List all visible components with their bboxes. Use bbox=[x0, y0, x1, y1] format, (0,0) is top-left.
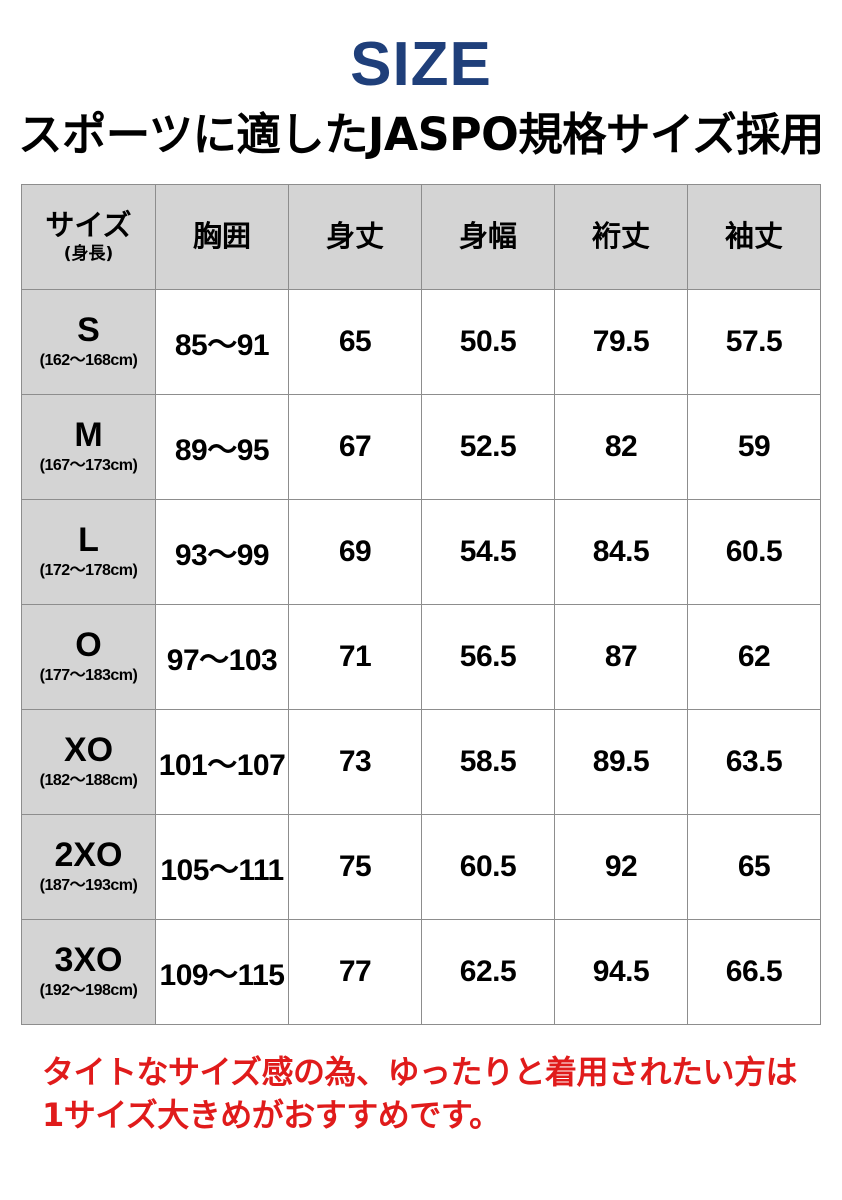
column-header-sleeve-label: 袖丈 bbox=[724, 218, 783, 253]
size-height-range: (187〜193cm) bbox=[39, 876, 138, 894]
cell-body-length: 65 bbox=[288, 288, 422, 395]
size-name: XO bbox=[63, 731, 114, 770]
column-header-body-width-label: 身幅 bbox=[458, 218, 517, 253]
table-row: L (172〜178cm) 93〜99 69 54.5 84.5 60.5 bbox=[21, 498, 821, 605]
page-title: SIZE bbox=[350, 30, 492, 99]
column-header-body-length: 身丈 bbox=[288, 183, 422, 290]
cell-bust: 97〜103 bbox=[155, 603, 289, 710]
size-name: L bbox=[78, 521, 99, 560]
size-name: 3XO bbox=[54, 941, 123, 980]
cell-sleeve: 59 bbox=[687, 393, 821, 500]
table-row: 2XO (187〜193cm) 105〜111 75 60.5 92 65 bbox=[21, 813, 821, 920]
title-block: SIZE スポーツに適したJASPO規格サイズ採用 bbox=[0, 0, 842, 160]
cell-body-length: 75 bbox=[288, 813, 422, 920]
cell-yuki: 87 bbox=[554, 603, 688, 710]
cell-sleeve: 60.5 bbox=[687, 498, 821, 605]
size-label-cell: L (172〜178cm) bbox=[21, 498, 156, 605]
cell-bust: 101〜107 bbox=[155, 708, 289, 815]
column-header-size: サイズ (身長) bbox=[21, 183, 156, 290]
size-name: M bbox=[74, 416, 103, 455]
cell-body-length: 71 bbox=[288, 603, 422, 710]
table-head: サイズ (身長) 胸囲 身丈 身幅 裄丈 bbox=[21, 183, 821, 290]
size-name: O bbox=[75, 626, 102, 665]
column-header-size-sublabel: (身長) bbox=[63, 243, 114, 264]
sizing-advice-note: タイトなサイズ感の為、ゆったりと着用されたい方は 1サイズ大きめがおすすめです。 bbox=[42, 1051, 842, 1137]
size-table-wrapper: サイズ (身長) 胸囲 身丈 身幅 裄丈 bbox=[21, 183, 821, 1025]
cell-yuki: 94.5 bbox=[554, 918, 688, 1025]
cell-yuki: 82 bbox=[554, 393, 688, 500]
cell-body-width: 58.5 bbox=[421, 708, 555, 815]
size-label-cell: S (162〜168cm) bbox=[21, 288, 156, 395]
cell-bust: 109〜115 bbox=[155, 918, 289, 1025]
cell-bust: 89〜95 bbox=[155, 393, 289, 500]
size-name: S bbox=[77, 311, 100, 350]
cell-body-length: 67 bbox=[288, 393, 422, 500]
table-header-row: サイズ (身長) 胸囲 身丈 身幅 裄丈 bbox=[21, 183, 821, 290]
cell-sleeve: 63.5 bbox=[687, 708, 821, 815]
size-label-cell: 3XO (192〜198cm) bbox=[21, 918, 156, 1025]
cell-sleeve: 66.5 bbox=[687, 918, 821, 1025]
size-height-range: (167〜173cm) bbox=[39, 456, 138, 474]
cell-body-width: 52.5 bbox=[421, 393, 555, 500]
size-height-range: (192〜198cm) bbox=[39, 981, 138, 999]
size-label-cell: M (167〜173cm) bbox=[21, 393, 156, 500]
table-row: XO (182〜188cm) 101〜107 73 58.5 89.5 63.5 bbox=[21, 708, 821, 815]
size-name: 2XO bbox=[54, 836, 123, 875]
cell-body-width: 62.5 bbox=[421, 918, 555, 1025]
cell-sleeve: 62 bbox=[687, 603, 821, 710]
cell-body-length: 73 bbox=[288, 708, 422, 815]
size-height-range: (162〜168cm) bbox=[39, 351, 138, 369]
cell-body-width: 56.5 bbox=[421, 603, 555, 710]
cell-yuki: 79.5 bbox=[554, 288, 688, 395]
column-header-bust: 胸囲 bbox=[155, 183, 289, 290]
cell-bust: 105〜111 bbox=[155, 813, 289, 920]
cell-yuki: 84.5 bbox=[554, 498, 688, 605]
cell-sleeve: 57.5 bbox=[687, 288, 821, 395]
cell-yuki: 92 bbox=[554, 813, 688, 920]
size-height-range: (182〜188cm) bbox=[39, 771, 138, 789]
table-row: O (177〜183cm) 97〜103 71 56.5 87 62 bbox=[21, 603, 821, 710]
column-header-body-width: 身幅 bbox=[421, 183, 555, 290]
table-row: S (162〜168cm) 85〜91 65 50.5 79.5 57.5 bbox=[21, 288, 821, 395]
size-height-range: (172〜178cm) bbox=[39, 561, 138, 579]
sizing-advice-line-2: 1サイズ大きめがおすすめです。 bbox=[42, 1095, 501, 1134]
cell-sleeve: 65 bbox=[687, 813, 821, 920]
table-body: S (162〜168cm) 85〜91 65 50.5 79.5 57.5 M … bbox=[21, 288, 821, 1025]
column-header-bust-label: 胸囲 bbox=[192, 218, 251, 253]
table-row: 3XO (192〜198cm) 109〜115 77 62.5 94.5 66.… bbox=[21, 918, 821, 1025]
cell-body-length: 69 bbox=[288, 498, 422, 605]
size-label-cell: 2XO (187〜193cm) bbox=[21, 813, 156, 920]
cell-body-length: 77 bbox=[288, 918, 422, 1025]
table-row: M (167〜173cm) 89〜95 67 52.5 82 59 bbox=[21, 393, 821, 500]
column-header-sleeve: 袖丈 bbox=[687, 183, 821, 290]
size-label-cell: O (177〜183cm) bbox=[21, 603, 156, 710]
page-subtitle: スポーツに適したJASPO規格サイズ採用 bbox=[18, 108, 824, 161]
size-label-cell: XO (182〜188cm) bbox=[21, 708, 156, 815]
size-table: サイズ (身長) 胸囲 身丈 身幅 裄丈 bbox=[21, 183, 821, 1025]
cell-body-width: 50.5 bbox=[421, 288, 555, 395]
column-header-yuki-label: 裄丈 bbox=[591, 218, 650, 253]
cell-bust: 93〜99 bbox=[155, 498, 289, 605]
cell-body-width: 60.5 bbox=[421, 813, 555, 920]
column-header-size-label: サイズ bbox=[45, 207, 132, 242]
column-header-yuki: 裄丈 bbox=[554, 183, 688, 290]
size-height-range: (177〜183cm) bbox=[39, 666, 138, 684]
cell-bust: 85〜91 bbox=[155, 288, 289, 395]
sizing-advice-line-1: タイトなサイズ感の為、ゆったりと着用されたい方は bbox=[42, 1052, 798, 1091]
cell-yuki: 89.5 bbox=[554, 708, 688, 815]
column-header-body-length-label: 身丈 bbox=[325, 218, 384, 253]
cell-body-width: 54.5 bbox=[421, 498, 555, 605]
